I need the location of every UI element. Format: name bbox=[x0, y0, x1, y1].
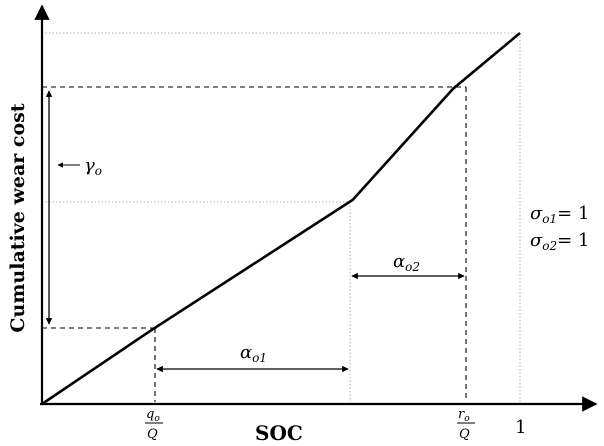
svg-text:Q: Q bbox=[459, 427, 470, 442]
x-tick-r-over-Q: ro Q bbox=[457, 407, 475, 442]
svg-text:Q: Q bbox=[147, 427, 158, 442]
svg-text:qo: qo bbox=[146, 407, 160, 424]
sigma-o2-label: σo2= 1 bbox=[530, 230, 589, 253]
alpha-o1-label: αo1 bbox=[240, 342, 267, 365]
x-tick-q-over-Q: qo Q bbox=[145, 407, 163, 442]
gamma-label: γo bbox=[84, 155, 102, 178]
x-axis-label: SOC bbox=[255, 421, 303, 445]
x-tick-one: 1 bbox=[515, 417, 526, 438]
sigma-o1-label: σo1= 1 bbox=[530, 203, 589, 226]
y-axis-label: Cumulative wear cost bbox=[7, 103, 29, 332]
dotted-guides bbox=[42, 32, 521, 402]
dashed-guides bbox=[42, 86, 467, 402]
alpha-o2-label: αo2 bbox=[393, 251, 420, 274]
wear-cost-curve bbox=[41, 32, 521, 406]
svg-text:ro: ro bbox=[458, 407, 470, 424]
